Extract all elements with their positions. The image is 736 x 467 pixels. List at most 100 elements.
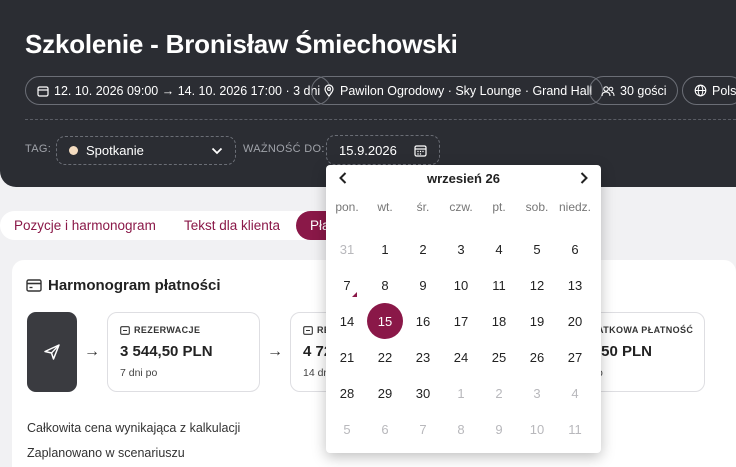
validity-label: WAŻNOŚĆ DO:: [243, 143, 325, 155]
total-price-note: Całkowita cena wynikająca z kalkulacji: [27, 421, 241, 435]
calendar-day[interactable]: 6: [571, 241, 579, 257]
send-icon: [44, 344, 60, 360]
globe-icon: [694, 84, 707, 97]
calendar-month-title: wrzesień 26: [427, 171, 500, 186]
calendar-day-outside-month[interactable]: 1: [457, 385, 465, 401]
calendar-day-outside-month[interactable]: 6: [381, 421, 389, 437]
payment-step-amount: 4 72: [303, 343, 333, 360]
calendar-weekday: wt.: [377, 200, 393, 214]
calendar-day-outside-month[interactable]: 10: [529, 421, 545, 437]
calendar-day[interactable]: 17: [453, 313, 469, 329]
calendar-day[interactable]: 9: [419, 277, 427, 293]
language-chip-label: Polsk: [712, 83, 736, 98]
calendar-day[interactable]: 11: [492, 277, 506, 293]
calendar-day[interactable]: 10: [453, 277, 469, 293]
calendar-day-outside-month[interactable]: 11: [568, 421, 582, 437]
tag-color-dot: [69, 146, 78, 155]
calendar-day[interactable]: 12: [529, 277, 545, 293]
payment-step-icon: [120, 325, 130, 335]
chevron-left-icon[interactable]: [336, 170, 350, 186]
event-header: Szkolenie - Bronisław Śmiechowski 12. 10…: [0, 0, 736, 187]
payment-step-amount: ,50 PLN: [597, 343, 653, 360]
calendar-icon: [414, 144, 427, 157]
tab-client-text[interactable]: Tekst dla klienta: [184, 218, 281, 233]
calendar-day-outside-month[interactable]: 31: [339, 241, 355, 257]
guests-chip-label: 30 gości: [620, 83, 667, 98]
calendar-day[interactable]: 14: [339, 313, 355, 329]
calendar-weekday: czw.: [449, 200, 473, 214]
calendar-day[interactable]: 22: [377, 349, 393, 365]
calendar-weekday: śr.: [416, 200, 430, 214]
calendar-day-outside-month[interactable]: 8: [457, 421, 465, 437]
calendar-day-outside-month[interactable]: 4: [571, 385, 579, 401]
calendar-day[interactable]: 20: [567, 313, 583, 329]
calendar-day[interactable]: 23: [415, 349, 431, 365]
payment-step-card[interactable]: REZERWACJE 3 544,50 PLN 7 dni po: [107, 312, 260, 392]
payment-schedule-title: Harmonogram płatności: [48, 277, 221, 294]
validity-date-input[interactable]: 15.9.2026: [326, 135, 440, 165]
section-tabs: Pozycje i harmonogram Tekst dla klienta …: [0, 211, 380, 240]
calendar-day[interactable]: 28: [339, 385, 355, 401]
tag-select-value: Spotkanie: [86, 143, 144, 158]
calendar-day[interactable]: 13: [567, 277, 583, 293]
dates-chip-label: 12. 10. 2026 09:00 → 14. 10. 2026 17:00 …: [54, 83, 321, 98]
payment-step-amount: 3 544,50 PLN: [120, 343, 213, 360]
payment-step-label-row: REZERWACJE: [120, 325, 200, 335]
validity-date-value: 15.9.2026: [339, 142, 397, 158]
calendar-day[interactable]: 26: [529, 349, 545, 365]
calendar-day[interactable]: 25: [491, 349, 507, 365]
calendar-icon: [37, 85, 49, 97]
tab-positions-schedule[interactable]: Pozycje i harmonogram: [14, 218, 156, 233]
language-chip[interactable]: Polsk: [682, 76, 736, 105]
calendar-weekday: sob.: [525, 200, 549, 214]
payment-step-label-row: RE: [303, 325, 330, 335]
guests-chip[interactable]: 30 gości: [589, 76, 678, 105]
calendar-day[interactable]: 7: [329, 267, 365, 303]
people-icon: [601, 85, 615, 96]
venue-chip-label: Pawilon Ogrodowy · Sky Lounge · Grand Ha…: [340, 83, 593, 98]
payment-step-label: REZERWACJE: [134, 325, 201, 335]
calendar-day[interactable]: 18: [491, 313, 507, 329]
calendar-day[interactable]: 15: [367, 303, 403, 339]
calendar-day[interactable]: 3: [457, 241, 465, 257]
payment-step-label: RE: [317, 325, 331, 335]
calendar-day[interactable]: 8: [381, 277, 389, 293]
calendar-day[interactable]: 2: [419, 241, 427, 257]
credit-card-icon: [26, 279, 42, 292]
calendar-day[interactable]: 21: [339, 349, 355, 365]
calendar-day[interactable]: 30: [415, 385, 431, 401]
scenario-note: Zaplanowano w scenariuszu: [27, 446, 185, 460]
arrow-right-icon: →: [267, 343, 283, 360]
payment-step-label: ATKOWA PŁATNOŚĆ: [597, 325, 694, 335]
calendar-day[interactable]: 16: [415, 313, 431, 329]
payment-step-icon: [303, 325, 313, 335]
tag-select[interactable]: Spotkanie: [56, 136, 236, 165]
calendar-day[interactable]: 4: [495, 241, 503, 257]
payment-step-due: 7 dni po: [120, 367, 158, 379]
calendar-day[interactable]: 27: [567, 349, 583, 365]
calendar-day[interactable]: 19: [529, 313, 545, 329]
calendar-day-outside-month[interactable]: 2: [495, 385, 503, 401]
header-divider: [25, 119, 736, 120]
page-title: Szkolenie - Bronisław Śmiechowski: [25, 29, 458, 59]
tag-label: TAG:: [25, 143, 52, 155]
calendar-day[interactable]: 5: [533, 241, 541, 257]
calendar-day-outside-month[interactable]: 7: [419, 421, 427, 437]
calendar-day-outside-month[interactable]: 5: [343, 421, 351, 437]
calendar-weekday: pon.: [335, 200, 359, 214]
send-button[interactable]: [27, 312, 77, 392]
calendar-day-outside-month[interactable]: 3: [533, 385, 541, 401]
dates-chip[interactable]: 12. 10. 2026 09:00 → 14. 10. 2026 17:00 …: [25, 76, 332, 105]
arrow-right-icon: →: [84, 343, 100, 360]
calendar-day[interactable]: 29: [377, 385, 393, 401]
chevron-right-icon[interactable]: [577, 170, 591, 186]
payment-step-due: 14 dn: [303, 367, 330, 379]
calendar-day[interactable]: 1: [381, 241, 389, 257]
calendar-day[interactable]: 24: [453, 349, 469, 365]
chevron-down-icon: [211, 147, 223, 154]
calendar-weekday: niedz.: [558, 200, 592, 214]
venue-chip[interactable]: Pawilon Ogrodowy · Sky Lounge · Grand Ha…: [311, 76, 604, 105]
calendar-day-outside-month[interactable]: 9: [495, 421, 503, 437]
location-pin-icon: [324, 84, 334, 97]
calendar-weekday: pt.: [492, 200, 506, 214]
